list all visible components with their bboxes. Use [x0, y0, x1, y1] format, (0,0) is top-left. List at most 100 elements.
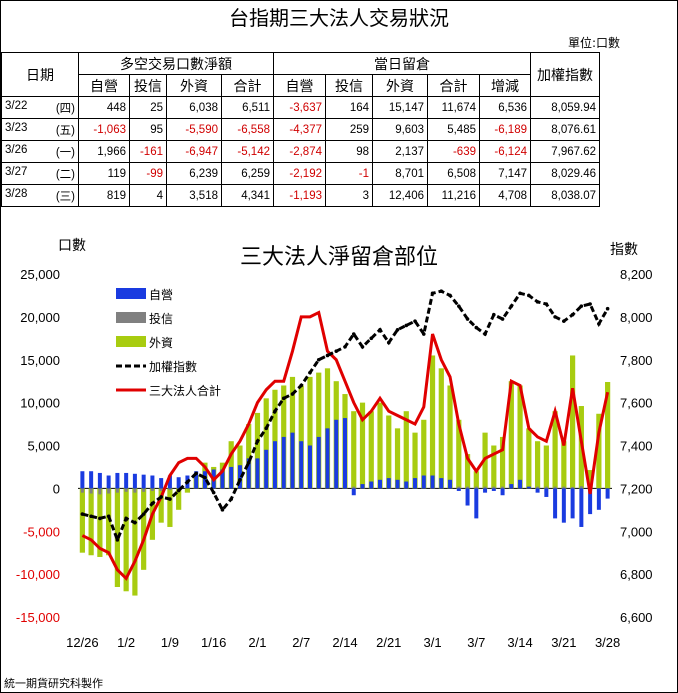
x-tick-label: 1/9	[161, 635, 179, 650]
trust-bar	[150, 488, 154, 491]
legend-label: 外資	[149, 336, 173, 350]
index-point	[465, 317, 470, 321]
index-point	[264, 426, 269, 431]
prop-bar	[465, 488, 470, 506]
legend-swatch	[116, 336, 146, 347]
trust-bar	[562, 486, 566, 489]
prop-bar	[307, 445, 312, 489]
y2-tick-label: 6,800	[620, 567, 653, 582]
chart-title: 三大法人淨留倉部位	[240, 245, 438, 270]
index-point	[597, 322, 601, 326]
index-point	[369, 336, 374, 341]
x-tick-label: 2/21	[376, 635, 401, 650]
index-point	[299, 383, 304, 388]
x-tick-label: 2/1	[248, 635, 266, 650]
index-point	[220, 508, 225, 512]
prop-bar	[229, 466, 234, 489]
trust-bar	[159, 488, 163, 491]
value-cell: 6,536	[479, 96, 531, 119]
prop-bar	[369, 481, 374, 489]
prop-bar	[351, 488, 356, 496]
value-cell: 8,701	[372, 162, 428, 185]
column-header: 自營	[273, 74, 326, 97]
trust-bar	[553, 486, 557, 489]
value-cell: 11,674	[427, 96, 480, 119]
trust-bar	[168, 488, 172, 491]
value-cell: 2,137	[372, 140, 428, 163]
index-point	[395, 327, 400, 332]
prop-bar	[404, 481, 409, 489]
trust-bar	[133, 488, 137, 493]
legend-swatch	[116, 288, 146, 299]
index-point	[527, 293, 531, 298]
y-tick-label: -5,000	[23, 524, 60, 539]
foreign-bar	[526, 428, 532, 489]
foreign-bar	[447, 385, 453, 489]
prop-bar	[220, 469, 225, 489]
foreign-bar	[254, 412, 261, 489]
prop-bar	[246, 458, 251, 489]
date-cell: 3/27 (二)	[1, 162, 79, 185]
legend-label: 三大法人合計	[149, 383, 221, 398]
prop-bar	[159, 478, 164, 489]
index-cell: 8,059.94	[530, 96, 600, 119]
foreign-bar	[281, 385, 287, 489]
foreign-bar	[587, 470, 593, 489]
value-cell: -6,558	[221, 118, 274, 141]
date-cell: 3/28 (三)	[1, 184, 79, 207]
foreign-bar	[456, 419, 462, 489]
index-point	[474, 325, 479, 330]
prop-bar	[316, 436, 321, 489]
value-cell: -2,192	[273, 162, 326, 185]
legend-label: 投信	[149, 311, 173, 326]
column-header: 增減	[479, 74, 531, 97]
foreign-bar	[368, 411, 374, 489]
x-tick-label: 3/28	[595, 635, 620, 650]
prop-bar	[272, 441, 277, 489]
index-point	[562, 319, 566, 323]
value-cell: -6,189	[479, 118, 531, 141]
index-point	[343, 345, 347, 349]
foreign-bar	[359, 402, 366, 489]
foreign-bar	[596, 413, 602, 489]
table-row: 3/26 (一) 1,966 -161 -6,947 -5,142 -2,874 98 2,13…	[1, 140, 600, 163]
date-cell: 3/23 (五)	[1, 118, 79, 141]
foreign-bar	[473, 471, 479, 489]
value-cell: 95	[129, 118, 167, 141]
column-header: 投信	[325, 74, 373, 97]
prop-bar	[579, 488, 584, 527]
foreign-bar	[570, 355, 576, 489]
legend-label: 自營	[149, 288, 173, 302]
prop-bar	[290, 432, 295, 489]
trust-bar	[474, 486, 478, 489]
prop-bar	[448, 479, 453, 489]
value-cell: -6,947	[166, 140, 222, 163]
value-cell: 259	[325, 118, 373, 141]
foreign-bar	[141, 488, 147, 570]
net-trading-header: 多空交易口數淨額	[78, 52, 274, 75]
prop-bar	[360, 484, 365, 489]
table-row: 3/27 (二) 119 -99 6,239 6,259 -2,192 -1 8,701 6,50…	[1, 162, 600, 185]
prop-bar	[97, 472, 102, 489]
trust-bar	[457, 486, 461, 489]
prop-bar	[124, 472, 129, 489]
prop-bar	[150, 475, 155, 489]
index-cell: 7,967.62	[530, 140, 600, 163]
foreign-bar	[167, 488, 173, 527]
foreign-bar	[79, 488, 85, 553]
prop-bar	[378, 479, 383, 489]
index-point	[211, 490, 216, 495]
index-point	[544, 302, 549, 306]
index-point	[106, 514, 111, 519]
value-cell: 7,147	[479, 162, 531, 185]
index-point	[439, 289, 444, 293]
prop-bar	[509, 484, 514, 489]
value-cell: 119	[78, 162, 130, 185]
foreign-bar	[88, 488, 94, 556]
prop-bar	[343, 418, 347, 489]
index-point	[386, 340, 391, 345]
index-point	[535, 300, 540, 304]
index-point	[492, 312, 496, 317]
index-point	[176, 488, 181, 493]
prop-bar	[553, 488, 558, 519]
